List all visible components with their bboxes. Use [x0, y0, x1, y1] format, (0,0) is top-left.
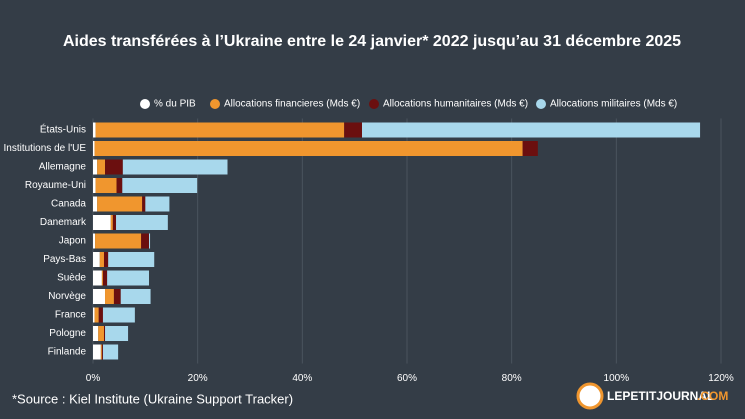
bar-segment	[522, 141, 538, 156]
y-tick-label: France	[55, 310, 87, 321]
x-tick-label: 0%	[86, 373, 101, 384]
legend-label: Allocations humanitaires (Mds €)	[383, 99, 528, 110]
bar-segment	[105, 289, 114, 304]
bar-segment	[93, 233, 96, 249]
chart-title: Aides transférées à l’Ukraine entre le 2…	[63, 33, 681, 50]
bar-segment	[110, 215, 113, 230]
bar-segment	[113, 289, 121, 304]
y-tick-label: Canada	[51, 199, 86, 210]
x-tick-label: 20%	[188, 373, 208, 384]
y-tick-label: Allemagne	[39, 162, 87, 173]
y-tick-label: États-Unis	[40, 123, 86, 136]
bar-segment	[93, 270, 102, 286]
bar-segment	[93, 215, 111, 230]
y-tick-label: Danemark	[40, 217, 87, 228]
bar-segment	[100, 344, 102, 360]
bar-segment	[93, 178, 96, 193]
bar-segment	[102, 344, 119, 360]
bar-segment	[97, 196, 143, 212]
y-tick-label: Japon	[59, 236, 86, 247]
bar-segment	[94, 307, 99, 323]
bar-segment	[94, 141, 523, 156]
bar-segment	[105, 326, 129, 341]
source: *Source : Kiel Institute (Ukraine Suppor…	[12, 391, 293, 406]
bar-segment	[145, 196, 170, 212]
y-tick-label: Suède	[57, 273, 86, 284]
bar-segment	[93, 289, 106, 304]
bar-segment	[108, 252, 155, 267]
bar-segment	[98, 307, 103, 323]
legend-marker	[210, 99, 220, 109]
bar-segment	[93, 159, 98, 175]
legend-label: % du PIB	[154, 99, 196, 110]
bar-segment	[103, 252, 109, 267]
x-tick-label: 40%	[292, 373, 312, 384]
bar-segment	[120, 289, 151, 304]
bar-segment	[97, 159, 106, 175]
bar-segment	[95, 178, 117, 193]
x-tick-label: 100%	[604, 373, 630, 384]
bar-segment	[93, 141, 95, 156]
x-tick-label: 60%	[397, 373, 417, 384]
bar-segment	[148, 233, 151, 249]
logo-name: LEPETITJOURNAL	[607, 389, 714, 403]
bar-segment	[122, 159, 228, 175]
legend-marker	[536, 99, 546, 109]
bar-segment	[344, 122, 362, 138]
x-tick-label: 80%	[502, 373, 522, 384]
y-tick-label: Pays-Bas	[43, 254, 86, 265]
bar-segment	[101, 270, 103, 286]
bar-segment	[101, 344, 103, 360]
y-tick-label: Institutions de l'UE	[3, 143, 86, 154]
legend-marker	[140, 99, 150, 109]
bar-segment	[102, 270, 108, 286]
bar-segment	[102, 307, 135, 323]
bar-segment	[103, 326, 106, 341]
y-tick-label: Pologne	[49, 328, 86, 339]
bar-segment	[112, 215, 117, 230]
bar-segment	[141, 233, 149, 249]
logo: LEPETITJOURNAL .COM	[576, 382, 728, 410]
logo-suffix: .COM	[697, 389, 728, 403]
bar-segment	[93, 122, 96, 138]
logo-icon	[576, 382, 604, 410]
bar-segment	[142, 196, 146, 212]
bar-segment	[93, 344, 101, 360]
bar-segment	[361, 122, 701, 138]
bar-segment	[99, 252, 104, 267]
y-tick-label: Norvège	[48, 291, 86, 302]
bar-segment	[93, 307, 95, 323]
bar-segment	[95, 122, 345, 138]
bar-segment	[98, 326, 104, 341]
bar-segment	[93, 326, 99, 341]
bar-segment	[93, 196, 98, 212]
bar-segment	[93, 252, 100, 267]
x-tick-label: 120%	[708, 373, 734, 384]
legend-marker	[369, 99, 379, 109]
bar-segment	[116, 215, 168, 230]
y-tick-label: Royaume-Uni	[25, 180, 86, 191]
bar-segment	[122, 178, 198, 193]
legend-label: Allocations financieres (Mds €)	[224, 99, 360, 110]
y-tick-label: Finlande	[48, 347, 87, 358]
bar-segment	[116, 178, 123, 193]
legend-label: Allocations militaires (Mds €)	[550, 99, 677, 110]
bar-segment	[107, 270, 149, 286]
bar-segment	[95, 233, 142, 249]
bar-segment	[105, 159, 123, 175]
